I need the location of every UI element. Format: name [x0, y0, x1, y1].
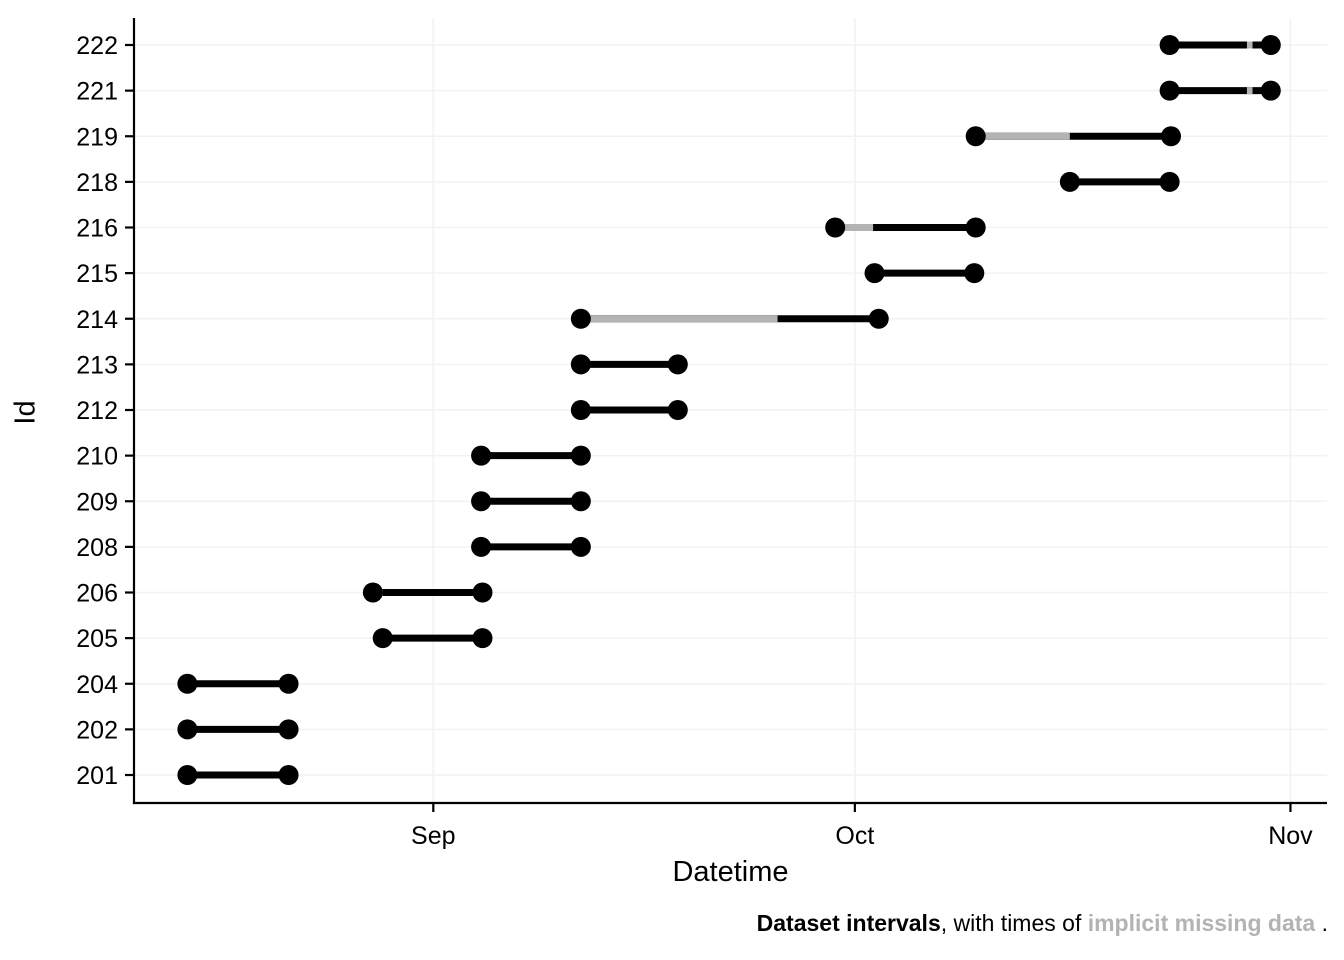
tick-labels: 222 221 219 218 216 215 214 213 212 210 209 208 206 2… — [76, 32, 1313, 850]
y-axis-title: Id — [9, 400, 42, 425]
interval-start-dot — [570, 354, 591, 375]
interval-row-218 — [1059, 171, 1180, 192]
interval-start-dot — [372, 628, 393, 649]
interval-end-dot — [868, 308, 889, 329]
interval-start-dot — [1059, 171, 1080, 192]
gridlines — [134, 18, 1327, 803]
interval-start-dot — [570, 400, 591, 420]
y-tick-label: 222 — [76, 32, 118, 60]
y-tick-label: 221 — [76, 78, 118, 106]
interval-end-dot — [965, 217, 986, 238]
interval-end-dot — [570, 536, 591, 557]
figure-caption: Dataset intervals, with times of implici… — [28, 910, 1328, 937]
interval-start-dot — [1159, 35, 1180, 55]
interval-start-dot — [864, 263, 885, 284]
y-tick-label: 210 — [76, 443, 118, 471]
interval-row-215 — [864, 263, 985, 284]
interval-start-dot — [177, 765, 198, 785]
interval-start-dot — [965, 126, 986, 147]
interval-start-dot — [825, 217, 846, 238]
interval-row-209 — [471, 491, 591, 512]
y-tick-label: 213 — [76, 351, 118, 379]
interval-end-dot — [472, 582, 493, 603]
interval-end-dot — [1260, 35, 1281, 55]
y-tick-label: 204 — [76, 671, 118, 699]
interval-row-201 — [177, 765, 299, 785]
interval-start-dot — [362, 582, 383, 603]
interval-end-dot — [472, 628, 493, 649]
caption-implicit-missing-data: implicit missing data — [1087, 910, 1316, 936]
interval-start-dot — [471, 491, 492, 512]
y-tick-label: 205 — [76, 625, 118, 653]
interval-row-216 — [825, 217, 986, 238]
x-tick-label: Oct — [835, 822, 874, 850]
y-tick-label: 218 — [76, 169, 118, 197]
interval-series — [177, 35, 1281, 785]
interval-row-221 — [1159, 80, 1281, 101]
caption-period: . — [1315, 910, 1328, 936]
interval-row-214 — [570, 308, 889, 329]
interval-end-dot — [278, 765, 299, 785]
y-tick-label: 212 — [76, 397, 118, 425]
interval-row-210 — [471, 445, 591, 466]
interval-end-dot — [667, 354, 688, 375]
interval-row-206 — [362, 582, 493, 603]
y-tick-label: 214 — [76, 306, 118, 334]
interval-row-213 — [570, 354, 688, 375]
interval-row-208 — [471, 536, 591, 557]
interval-end-dot — [570, 491, 591, 512]
interval-end-dot — [1260, 80, 1281, 101]
interval-start-dot — [471, 536, 492, 557]
y-tick-label: 202 — [76, 716, 118, 744]
x-axis-title: Datetime — [672, 856, 789, 888]
y-tick-label: 219 — [76, 123, 118, 151]
interval-end-dot — [1161, 126, 1182, 147]
interval-row-202 — [177, 719, 299, 740]
interval-end-dot — [1159, 171, 1180, 192]
y-tick-label: 216 — [76, 215, 118, 243]
x-tick-label: Nov — [1268, 822, 1313, 850]
interval-row-222 — [1159, 35, 1281, 55]
interval-end-dot — [667, 400, 688, 420]
y-tick-label: 215 — [76, 260, 118, 288]
interval-start-dot — [471, 445, 492, 466]
interval-end-dot — [278, 719, 299, 740]
axes — [125, 18, 1327, 812]
y-tick-label: 208 — [76, 534, 118, 562]
interval-row-204 — [177, 673, 299, 694]
interval-row-219 — [965, 126, 1182, 147]
caption-with-times-of: , with times of — [940, 910, 1088, 936]
interval-end-dot — [570, 445, 591, 466]
interval-end-dot — [278, 673, 299, 694]
interval-start-dot — [570, 308, 591, 329]
x-tick-label: Sep — [411, 822, 455, 850]
caption-dataset-intervals: Dataset intervals — [756, 910, 941, 936]
y-tick-label: 206 — [76, 580, 118, 608]
interval-start-dot — [177, 673, 198, 694]
interval-end-dot — [964, 263, 985, 284]
y-tick-label: 201 — [76, 762, 118, 790]
y-tick-label: 209 — [76, 488, 118, 516]
interval-row-205 — [372, 628, 493, 649]
interval-start-dot — [177, 719, 198, 740]
interval-row-212 — [570, 400, 688, 420]
interval-start-dot — [1159, 80, 1180, 101]
